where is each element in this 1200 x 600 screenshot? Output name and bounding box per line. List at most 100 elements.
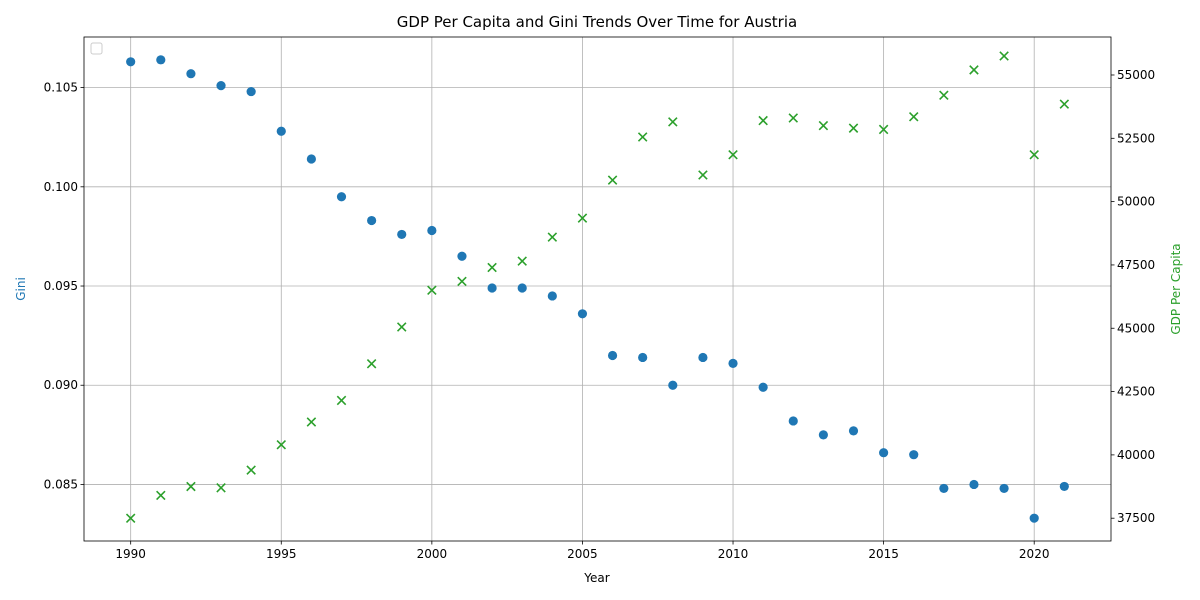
y-left-tick-label: 0.105 xyxy=(44,81,78,95)
gdp-point xyxy=(336,395,347,406)
x-tick-label: 1995 xyxy=(266,547,297,561)
gdp-point xyxy=(577,213,588,223)
gini-point xyxy=(186,69,196,79)
gini-point xyxy=(818,430,828,440)
gini-point xyxy=(216,81,226,91)
gdp-point-stroke xyxy=(878,124,889,135)
ticks-layer: 1990 1995 2000 2005 2010 2015 2020 0.085 0.090 0.… xyxy=(44,68,1156,561)
gdp-point-stroke xyxy=(607,175,618,185)
grid-layer xyxy=(84,37,1111,541)
gdp-point-stroke xyxy=(487,262,497,273)
gdp-point-stroke xyxy=(1029,150,1039,160)
gdp-point xyxy=(517,256,527,266)
gdp-point-stroke xyxy=(758,115,768,126)
gdp-point xyxy=(396,322,407,332)
gini-point xyxy=(427,225,437,236)
gdp-point xyxy=(607,175,618,185)
gdp-point xyxy=(125,513,136,523)
gdp-point-stroke xyxy=(517,256,527,266)
y-left-tick-label: 0.095 xyxy=(44,279,78,293)
gini-point xyxy=(1059,481,1069,492)
gini-point xyxy=(246,86,256,97)
gdp-point-stroke xyxy=(577,213,588,223)
y-left-tick-label: 0.100 xyxy=(44,180,78,194)
gdp-point-stroke xyxy=(788,113,799,123)
gdp-point-stroke xyxy=(908,112,919,122)
gdp-point-stroke xyxy=(728,150,738,160)
gini-point xyxy=(698,352,708,363)
gdp-point-stroke xyxy=(336,395,347,406)
x-tick-label: 2000 xyxy=(417,547,448,561)
x-tick-label: 2010 xyxy=(718,547,749,561)
gini-point xyxy=(397,229,407,240)
gdp-point-stroke xyxy=(366,358,377,369)
gdp-point xyxy=(788,113,799,123)
gdp-point xyxy=(1029,150,1039,160)
gini-point xyxy=(1029,513,1039,523)
gdp-point xyxy=(156,490,166,501)
chart-title: GDP Per Capita and Gini Trends Over Time… xyxy=(397,13,797,31)
gini-point xyxy=(156,55,166,65)
gini-point xyxy=(577,309,588,319)
gini-point xyxy=(457,251,467,261)
gdp-point xyxy=(487,262,497,273)
gdp-point-stroke xyxy=(698,170,708,180)
y-right-tick-label: 52500 xyxy=(1117,131,1155,145)
gdp-point xyxy=(276,439,287,450)
gini-point xyxy=(367,215,377,226)
y-left-axis-title: Gini xyxy=(14,277,28,301)
gdp-point-stroke xyxy=(1059,99,1070,109)
gini-point xyxy=(547,291,557,301)
gdp-point-stroke xyxy=(246,465,256,475)
x-axis-title: Year xyxy=(583,571,609,585)
gdp-point xyxy=(728,150,738,160)
gdp-point-stroke xyxy=(818,120,829,131)
gini-point xyxy=(969,479,979,490)
y-right-tick-label: 37500 xyxy=(1117,511,1155,525)
gini-point xyxy=(668,380,678,390)
gini-point xyxy=(638,352,648,363)
gini-point xyxy=(126,57,136,67)
gdp-point xyxy=(668,117,678,127)
marks-layer xyxy=(125,51,1070,523)
gini-point xyxy=(336,192,347,202)
gini-point xyxy=(487,283,497,293)
y-right-tick-label: 55000 xyxy=(1117,68,1155,82)
gdp-point xyxy=(246,465,256,475)
gdp-point xyxy=(999,51,1009,61)
gdp-point-stroke xyxy=(668,117,678,127)
gdp-point xyxy=(306,417,317,427)
gdp-point xyxy=(758,115,768,126)
gdp-point xyxy=(969,65,979,75)
gini-point xyxy=(276,126,286,136)
gdp-point-stroke xyxy=(637,132,648,142)
gdp-point-stroke xyxy=(216,483,226,493)
y-right-tick-label: 42500 xyxy=(1117,385,1155,399)
y-right-tick-label: 45000 xyxy=(1117,321,1155,335)
gdp-point xyxy=(457,276,467,287)
gdp-point-stroke xyxy=(999,51,1009,61)
gdp-point-stroke xyxy=(457,276,467,287)
gdp-point xyxy=(427,285,437,296)
gdp-point xyxy=(698,170,708,180)
gini-point xyxy=(879,448,889,458)
gini-point xyxy=(909,450,919,460)
gdp-point xyxy=(818,120,829,131)
gdp-point xyxy=(637,132,648,142)
gdp-point-stroke xyxy=(396,322,407,332)
gdp-point xyxy=(939,90,949,101)
gdp-point-stroke xyxy=(156,490,166,501)
gdp-point-stroke xyxy=(276,439,287,450)
gdp-point xyxy=(186,481,196,492)
y-left-tick-label: 0.090 xyxy=(44,378,78,392)
gdp-point-stroke xyxy=(939,90,949,101)
legend-box[interactable] xyxy=(90,42,103,55)
gini-point xyxy=(758,382,768,392)
x-tick-label: 2005 xyxy=(567,547,598,561)
gdp-point xyxy=(216,483,226,493)
gdp-point-stroke xyxy=(547,232,558,242)
gdp-point-stroke xyxy=(125,513,136,523)
gdp-point-stroke xyxy=(427,285,437,296)
